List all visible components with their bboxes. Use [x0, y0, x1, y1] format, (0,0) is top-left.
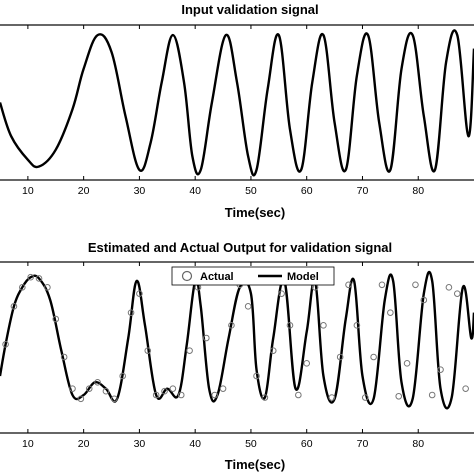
chart-2-actual-point: [244, 303, 252, 310]
chart-2-actual-point: [44, 284, 51, 291]
chart-2-actual-point: [303, 360, 311, 367]
chart-2-actual-point: [219, 385, 227, 392]
chart-2-actual-point: [119, 372, 126, 380]
chart-1-xtick-label: 10: [22, 185, 34, 197]
chart-2-actual-point: [286, 322, 294, 329]
chart-1-xtick-label: 70: [357, 185, 369, 197]
chart-1-plot-area: 10 20 30 40 50 60 70 80: [0, 25, 474, 197]
chart-2-actual-point: [403, 360, 411, 367]
chart-2-actual-point: [111, 395, 118, 403]
chart-2-actual-point: [253, 372, 260, 380]
chart-2-actual-point: [320, 322, 327, 329]
chart-1-xlabel: Time(sec): [225, 205, 285, 220]
chart-2-actual-point: [261, 394, 269, 401]
chart-2-xtick-label: 70: [357, 438, 369, 450]
chart-2-plot-area: 10 20 30 40 50 60 70 80: [0, 262, 474, 450]
chart-2-actual-point: [378, 281, 386, 289]
chart-2-actual-point: [295, 391, 302, 399]
chart-1-xtick-label: 60: [301, 185, 313, 197]
chart-2-actual-point: [412, 281, 419, 289]
legend-actual-label: Actual: [200, 271, 234, 283]
chart-2-xlabel: Time(sec): [225, 457, 285, 472]
chart-2-xtick-label: 50: [245, 438, 257, 450]
chart-2-actual-point: [420, 296, 428, 304]
chart-2-xtick-label: 80: [412, 438, 424, 450]
chart-2-xtick-label: 40: [189, 438, 201, 450]
chart-2-actual-point: [77, 395, 85, 403]
chart-2-actual-point: [428, 391, 436, 399]
chart-2-actual-point: [370, 353, 377, 361]
chart-2-actual-point: [336, 353, 344, 361]
chart-2-actual-point: [19, 284, 26, 291]
chart-2-actual-point: [27, 273, 34, 281]
chart-2-actual-point: [177, 391, 185, 399]
chart-2-actual-point: [152, 391, 160, 399]
chart-2-actual-point: [2, 341, 9, 348]
chart-1-xtick-label: 30: [134, 185, 146, 197]
legend-box: [171, 266, 335, 286]
chart-2-legend: Actual Model: [171, 266, 335, 286]
chart-2-xtick-label: 20: [78, 438, 90, 450]
chart-1-series-signal-line: [0, 29, 474, 177]
chart-2-actual-point: [60, 353, 68, 361]
chart-2-actual-point: [136, 290, 143, 297]
chart-2-xtick-label: 10: [22, 438, 34, 450]
chart-2-actual-point: [462, 385, 469, 392]
chart-2-actual-point: [35, 275, 43, 282]
chart-2-actual-point: [10, 303, 18, 310]
chart-2-actual-point: [353, 322, 361, 329]
chart-2-actual-point: [453, 290, 461, 297]
chart-2-actual-point: [69, 385, 76, 392]
chart-2-actual-point: [269, 347, 277, 354]
chart-2-actual-point: [328, 394, 336, 401]
chart-1-title: Input validation signal: [181, 2, 318, 17]
legend-model-label: Model: [287, 271, 319, 283]
chart-2-title: Estimated and Actual Output for validati…: [88, 240, 392, 255]
chart-1-xtick-label: 50: [245, 185, 257, 197]
chart-2-actual-point: [395, 392, 403, 400]
chart-2-actual-point: [102, 387, 110, 395]
chart-2-actual-point: [278, 290, 285, 297]
chart-2-actual-point: [345, 281, 352, 289]
chart-2-xtick-label: 30: [134, 438, 146, 450]
legend-actual-marker: [181, 270, 193, 282]
chart-1-xtick-label: 40: [189, 185, 201, 197]
chart-2-actual-point: [203, 334, 210, 342]
chart-2-actual-point: [361, 394, 369, 401]
chart-2-series-model-line: [0, 270, 474, 410]
chart-2-actual-point: [94, 379, 101, 386]
chart-2-series-group: [0, 270, 474, 410]
chart-2-actual-point: [437, 366, 444, 373]
chart-1-xtick-label: 80: [412, 185, 424, 197]
chart-2-actual-point: [387, 309, 394, 316]
chart-2-actual-point: [85, 385, 93, 392]
chart-2-actual-point: [52, 315, 60, 323]
chart-2-actual-point: [186, 347, 193, 354]
chart-1-series-group: [0, 29, 474, 177]
chart-2-xtick-label: 60: [301, 438, 313, 450]
chart-2-actual-point: [127, 309, 135, 316]
chart-2-actual-point: [211, 391, 218, 399]
chart-2-actual-point: [445, 284, 453, 291]
chart-2-actual-point: [169, 385, 177, 392]
chart-2-plot-frame: [0, 261, 474, 434]
chart-2-actual-point: [161, 387, 168, 395]
chart-2-actual-point: [144, 347, 152, 354]
chart-2-actual-point: [228, 322, 235, 329]
chart-1-xtick-label: 20: [78, 185, 90, 197]
chart-1-plot-frame: [0, 24, 474, 181]
